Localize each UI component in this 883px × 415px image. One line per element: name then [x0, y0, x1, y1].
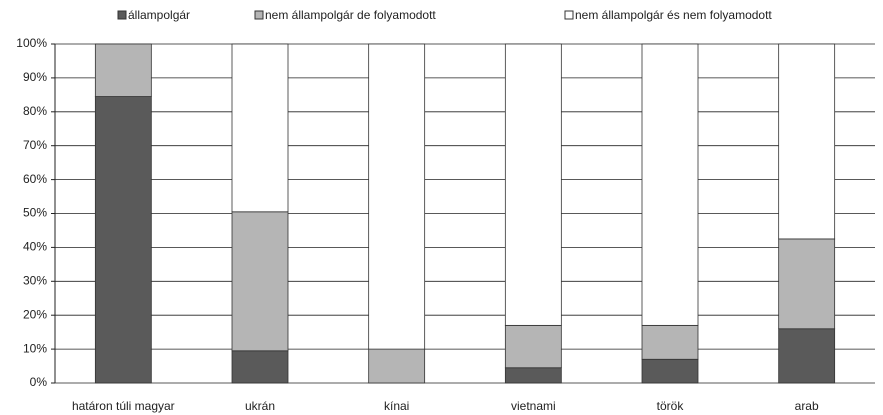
legend-swatch	[564, 10, 574, 20]
bar-segment	[368, 348, 426, 384]
bar-segment	[504, 43, 562, 326]
bar-segment	[231, 43, 289, 213]
x-tick-label: arab	[795, 399, 819, 413]
bar-segment	[778, 238, 836, 330]
x-tick-label: ukrán	[245, 399, 275, 413]
x-tick-label: vietnami	[511, 399, 556, 413]
legend-label: állampolgár	[128, 8, 190, 22]
y-tick-label: 40%	[23, 240, 47, 254]
legend-swatch	[117, 10, 127, 20]
y-tick-label: 20%	[23, 307, 47, 321]
bar-segment	[641, 43, 699, 326]
bar-segment	[94, 96, 152, 384]
y-tick-label: 30%	[23, 273, 47, 287]
bar-segment	[778, 43, 836, 240]
x-tick-label: kínai	[384, 399, 409, 413]
y-tick-label: 50%	[23, 206, 47, 220]
bar-segment	[778, 328, 836, 384]
x-tick-label: határon túli magyar	[72, 399, 175, 413]
bar-segment	[231, 350, 289, 384]
bar-segment	[641, 358, 699, 384]
bar-segment	[231, 211, 289, 352]
bar-segment	[94, 43, 152, 97]
bar-segment	[504, 367, 562, 384]
y-tick-label: 10%	[23, 341, 47, 355]
legend-swatch	[254, 10, 264, 20]
y-tick-label: 60%	[23, 172, 47, 186]
y-tick-label: 70%	[23, 138, 47, 152]
x-tick-label: török	[657, 399, 685, 413]
legend-label: nem állampolgár de folyamodott	[265, 8, 436, 22]
y-tick-label: 100%	[16, 36, 47, 50]
y-tick-label: 90%	[23, 70, 47, 84]
bar-segment	[641, 324, 699, 360]
y-tick-label: 0%	[30, 375, 48, 389]
bar-segment	[368, 43, 426, 350]
legend-label: nem állampolgár és nem folyamodott	[575, 8, 772, 22]
bar-segment	[504, 324, 562, 369]
y-tick-label: 80%	[23, 104, 47, 118]
